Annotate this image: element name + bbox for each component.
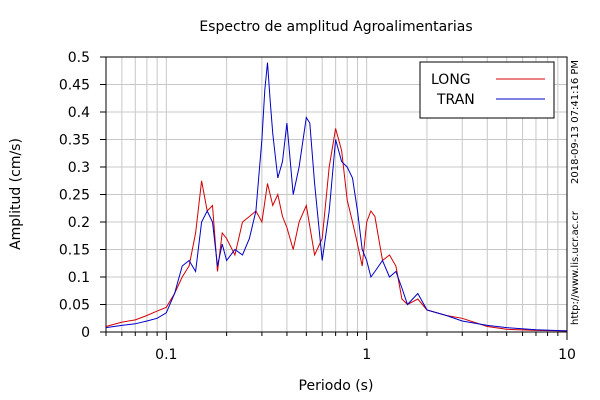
legend-label-tran: TRAN [436,92,475,108]
y-tick-label: 0.35 [59,133,90,149]
y-tick-label: 0.15 [59,243,90,259]
y-tick-label: 0.45 [59,78,90,94]
y-tick-label: 0.4 [68,105,90,121]
y-tick-label: 0.25 [59,188,90,204]
legend-label-long: LONG [431,72,471,88]
legend: LONG TRAN [419,61,555,119]
y-tick-label: 0.3 [68,160,90,176]
legend-box [419,61,555,119]
y-tick-label: 0.05 [59,298,90,314]
y-tick-label: 0 [81,325,90,341]
series-line-long [105,128,568,332]
x-tick-label: 0.1 [155,347,177,363]
y-tick-label: 0.2 [68,215,90,231]
axis-ticks: 0.1 1 10 0 0.05 0.1 0.15 0.2 0.25 0.3 0.35 0.4 0.45 0… [59,50,576,363]
x-tick-label: 10 [558,347,576,363]
series-line-tran [105,62,568,332]
source-url-label: http://www.lis.ucr.ac.cr [570,210,581,325]
timestamp-label: 2018-09-13 07:41:16 PM [570,60,581,184]
y-axis-label: Amplitud (cm/s) [8,138,24,250]
chart-title: Espectro de amplitud Agroalimentarias [199,19,472,35]
y-tick-label: 0.5 [68,50,90,66]
x-tick-label: 1 [362,347,371,363]
series-lines [105,62,568,332]
y-tick-label: 0.1 [68,270,90,286]
x-axis-label: Periodo (s) [299,378,374,394]
